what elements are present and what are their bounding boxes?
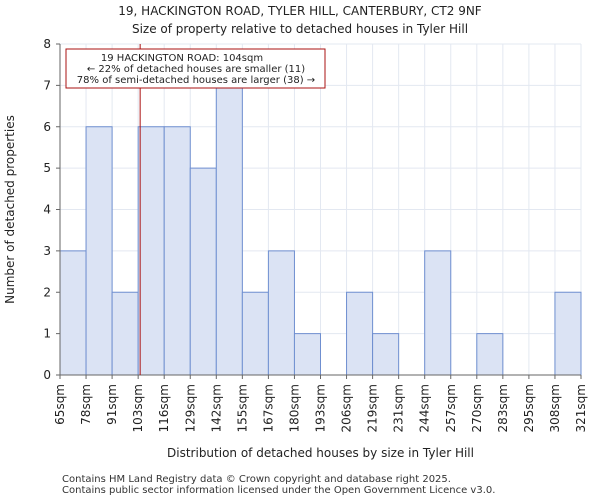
y-tick-label: 2 — [43, 285, 51, 299]
bar — [267, 250, 295, 376]
x-tick-label: 129sqm — [183, 384, 197, 432]
x-tick-label: 193sqm — [314, 384, 328, 432]
bar — [241, 291, 269, 376]
x-tick-label: 257sqm — [444, 384, 458, 432]
footer-licence: Contains public sector information licen… — [62, 485, 496, 496]
x-tick-label: 103sqm — [131, 384, 145, 432]
chart-title: 19, HACKINGTON ROAD, TYLER HILL, CANTERB… — [118, 4, 482, 18]
y-tick-label: 3 — [43, 244, 51, 258]
bar — [59, 250, 87, 376]
x-tick-label: 167sqm — [261, 384, 275, 432]
x-tick-label: 206sqm — [340, 384, 354, 432]
chart-subtitle: Size of property relative to detached ho… — [131, 22, 469, 36]
y-axis-title: Number of detached properties — [3, 115, 17, 304]
x-tick-label: 308sqm — [548, 384, 562, 432]
y-tick-label: 1 — [43, 327, 51, 341]
bar — [346, 291, 374, 376]
x-tick-label: 321sqm — [574, 384, 588, 432]
bar — [85, 126, 113, 376]
x-tick-label: 270sqm — [470, 384, 484, 432]
x-tick-label: 155sqm — [235, 384, 249, 432]
annotation-box — [65, 48, 326, 89]
bar — [293, 333, 322, 376]
x-tick-label: 231sqm — [392, 384, 406, 432]
y-tick-label: 5 — [43, 161, 51, 175]
x-tick-label: 244sqm — [418, 384, 432, 432]
y-tick-label: 4 — [43, 203, 51, 217]
bar — [424, 250, 452, 376]
bar — [189, 167, 217, 376]
x-tick-label: 78sqm — [79, 384, 93, 425]
bar — [137, 126, 165, 376]
footer-copyright: Contains HM Land Registry data © Crown c… — [62, 474, 451, 485]
y-tick-label: 6 — [43, 120, 51, 134]
x-tick-label: 65sqm — [53, 384, 67, 425]
bar — [476, 333, 504, 376]
bar — [111, 291, 139, 376]
x-tick-label: 283sqm — [496, 384, 510, 432]
bar — [554, 291, 582, 376]
y-tick-label: 0 — [43, 368, 51, 382]
y-tick-label: 8 — [43, 37, 51, 51]
bar — [163, 126, 191, 376]
annotation-smaller: ← 22% of detached houses are smaller (11… — [87, 64, 305, 75]
x-tick-label: 180sqm — [287, 384, 301, 432]
annotation-title: 19 HACKINGTON ROAD: 104sqm — [101, 53, 263, 64]
x-tick-label: 295sqm — [522, 384, 536, 432]
x-tick-label: 116sqm — [157, 384, 171, 432]
x-axis-title: Distribution of detached houses by size … — [167, 446, 474, 460]
annotation-larger: 78% of semi-detached houses are larger (… — [77, 75, 315, 86]
x-tick-label: 142sqm — [209, 384, 223, 432]
bar — [372, 333, 400, 376]
x-tick-label: 219sqm — [366, 384, 380, 432]
bar — [215, 84, 243, 376]
y-tick-label: 7 — [43, 78, 51, 92]
x-tick-label: 91sqm — [105, 384, 119, 425]
